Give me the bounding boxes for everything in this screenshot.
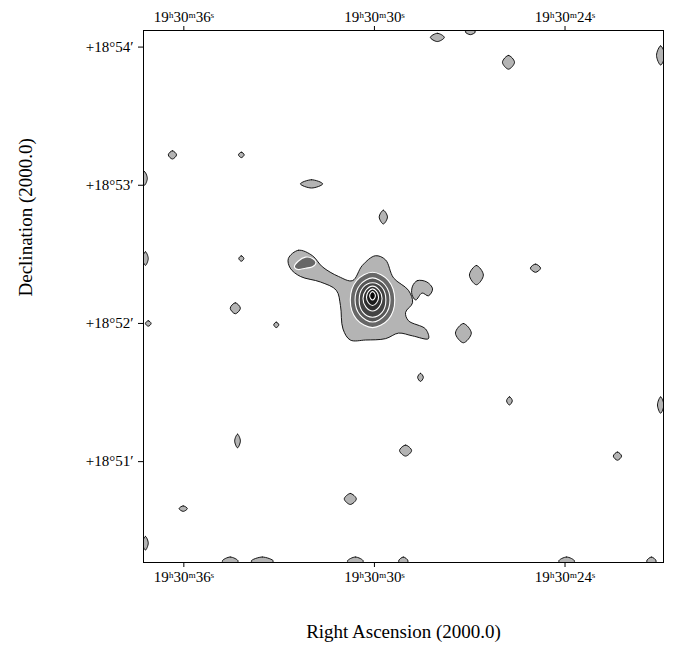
svg-text:19ʰ30ᵐ30ˢ: 19ʰ30ᵐ30ˢ bbox=[344, 569, 404, 585]
svg-text:19ʰ30ᵐ24ˢ: 19ʰ30ᵐ24ˢ bbox=[535, 9, 595, 25]
svg-text:19ʰ30ᵐ36ˢ: 19ʰ30ᵐ36ˢ bbox=[154, 9, 214, 25]
svg-text:19ʰ30ᵐ36ˢ: 19ʰ30ᵐ36ˢ bbox=[154, 569, 214, 585]
svg-text:Right Ascension (2000.0): Right Ascension (2000.0) bbox=[306, 621, 501, 643]
svg-text:19ʰ30ᵐ24ˢ: 19ʰ30ᵐ24ˢ bbox=[535, 569, 595, 585]
svg-text:+18°54′: +18°54′ bbox=[86, 39, 134, 55]
svg-text:+18°51′: +18°51′ bbox=[86, 453, 134, 469]
svg-text:+18°52′: +18°52′ bbox=[86, 315, 134, 331]
svg-text:19ʰ30ᵐ30ˢ: 19ʰ30ᵐ30ˢ bbox=[344, 9, 404, 25]
svg-text:+18°53′: +18°53′ bbox=[86, 177, 134, 193]
svg-text:Declination (2000.0): Declination (2000.0) bbox=[15, 138, 37, 296]
